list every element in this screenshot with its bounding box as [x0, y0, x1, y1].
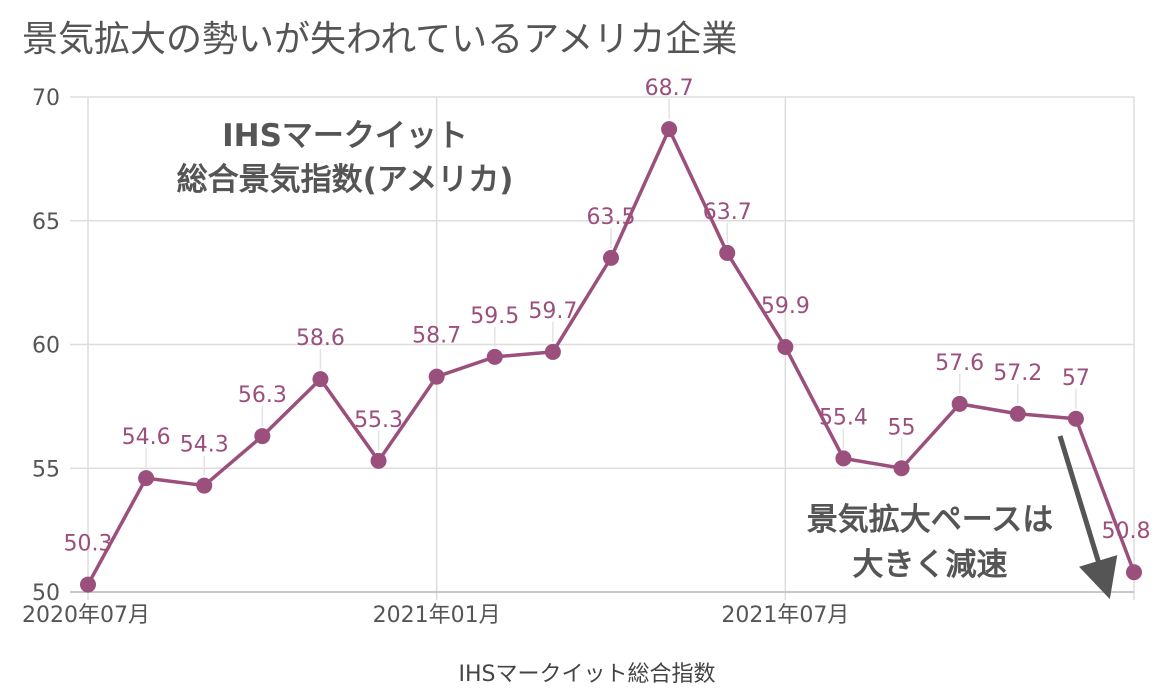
data-label: 54.3 [180, 433, 229, 458]
data-label: 55.4 [819, 405, 868, 430]
data-label: 59.7 [528, 299, 577, 324]
data-point [777, 338, 794, 355]
data-point [486, 348, 503, 365]
series-layer [80, 121, 1142, 593]
data-label: 50.3 [64, 532, 113, 557]
x-tick-label: 2021年01月 [373, 603, 501, 628]
data-point [835, 450, 852, 467]
x-tick-label: 2021年07月 [721, 603, 849, 628]
data-point [428, 368, 445, 385]
data-point [1067, 410, 1084, 427]
data-point [80, 576, 96, 593]
data-label: 59.5 [470, 304, 519, 329]
data-label: 57.2 [993, 361, 1042, 386]
x-axis-title: IHSマークイット総合指数 [458, 662, 716, 687]
page-title: 景気拡大の勢いが失われているアメリカ企業 [22, 19, 738, 60]
data-label: 56.3 [238, 383, 287, 408]
data-label: 55.3 [354, 408, 403, 433]
data-label: 63.5 [587, 205, 636, 230]
data-label: 58.7 [412, 324, 461, 349]
data-label: 59.9 [761, 294, 810, 319]
y-tick-label: 50 [32, 581, 60, 606]
data-point [370, 452, 387, 469]
series-label-line2: 総合景気指数(アメリカ) [177, 162, 514, 198]
data-point [719, 244, 736, 261]
data-label: 54.6 [122, 425, 171, 450]
data-label: 63.7 [703, 200, 752, 225]
y-tick-label: 65 [32, 210, 60, 235]
data-point [196, 477, 213, 494]
data-point [893, 460, 910, 477]
data-labels: 50.3 54.6 54.3 56.3 58.6 55.3 58.7 59.5 59.7 63.5… [64, 76, 1151, 575]
data-label: 55 [888, 415, 916, 440]
data-point [544, 343, 561, 360]
slowdown-arrow [1057, 435, 1118, 600]
y-tick-label: 70 [32, 86, 60, 111]
data-label: 68.7 [645, 76, 694, 101]
axes: 50 55 60 65 70 2020年07月 2021年01月 2021年07月 [22, 86, 1134, 628]
y-tick-label: 55 [32, 457, 60, 482]
data-point [138, 470, 155, 487]
y-tick-label: 60 [32, 334, 60, 359]
series-label-line1: IHSマークイット [222, 118, 468, 154]
data-label: 57.6 [935, 351, 984, 376]
data-point [603, 249, 619, 266]
data-label: 50.8 [1102, 519, 1151, 544]
x-tick-label: 2020年07月 [22, 603, 150, 628]
data-point [1126, 564, 1142, 581]
slowdown-annotation-line1: 景気拡大ペースは [807, 502, 1053, 538]
data-point [951, 395, 968, 412]
data-point [661, 121, 678, 138]
data-point [312, 371, 329, 388]
data-point [254, 428, 271, 445]
data-label: 58.6 [296, 326, 345, 351]
slowdown-annotation-line2: 大きく減速 [853, 547, 1008, 583]
data-point [1009, 405, 1026, 422]
data-label: 57 [1062, 366, 1090, 391]
